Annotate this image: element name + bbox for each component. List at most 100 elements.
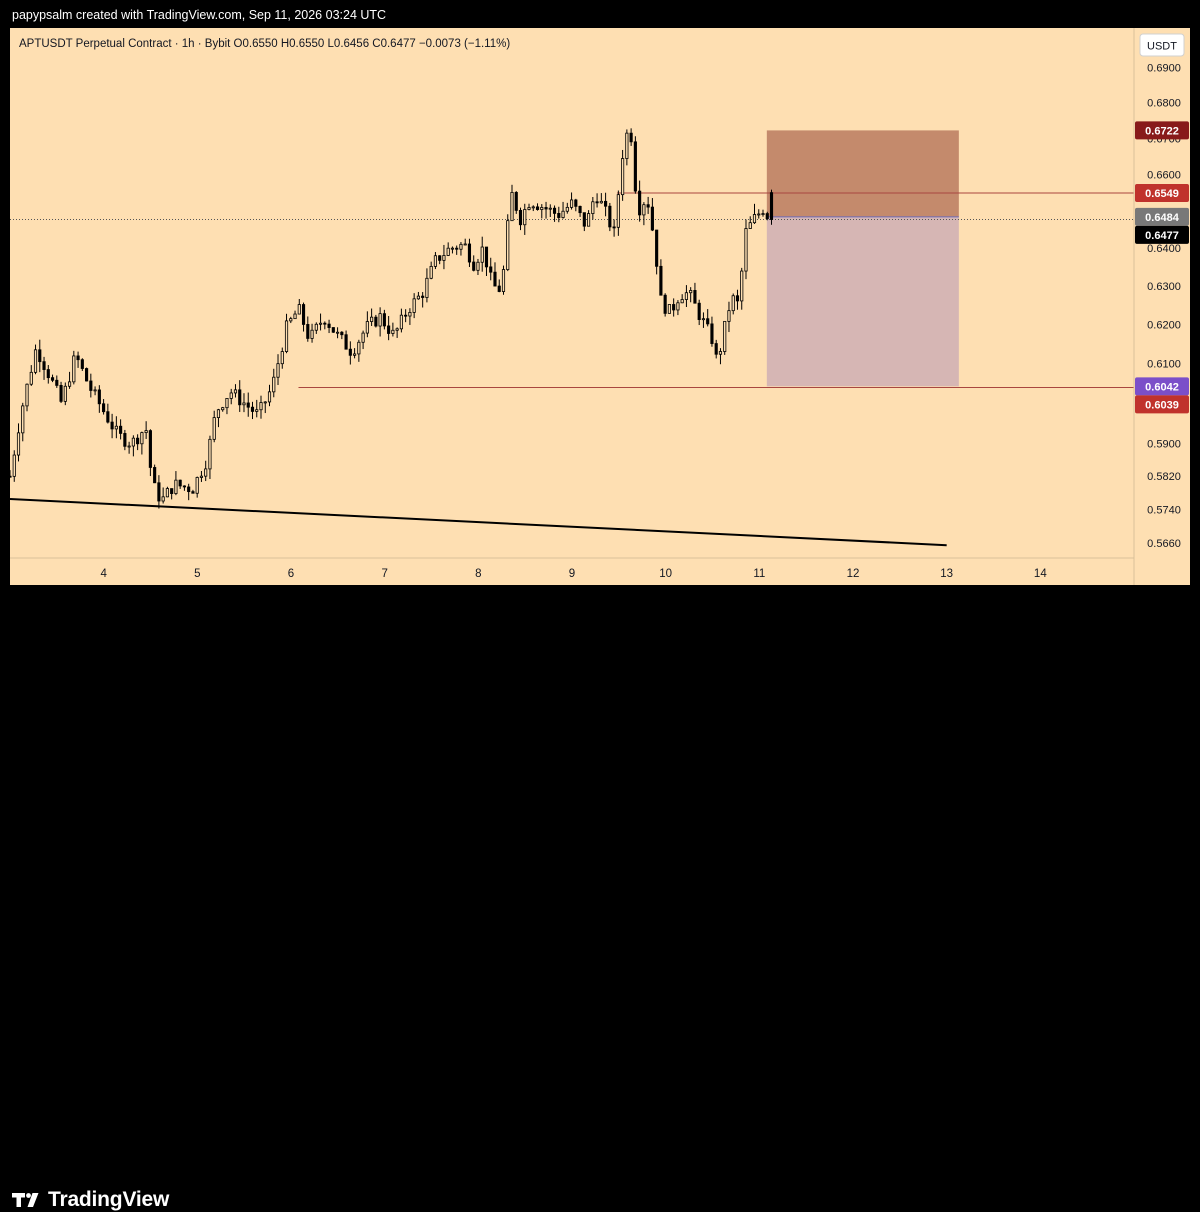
candle — [182, 485, 186, 491]
candle — [67, 371, 72, 389]
candle — [621, 149, 625, 201]
position-zones — [766, 130, 959, 387]
price-label-text: 0.6042 — [1145, 381, 1179, 393]
candle — [255, 399, 259, 418]
bullish-candle-body — [718, 351, 723, 355]
bullish-candle-body — [67, 381, 72, 387]
bearish-candle-body — [484, 246, 489, 268]
time-axis[interactable]: 4 5 6 7 8 9 10 11 12 13 14 — [100, 568, 1047, 580]
bullish-candle-body — [625, 132, 629, 159]
bearish-candle-body — [306, 324, 310, 339]
candle — [370, 308, 374, 326]
candle — [446, 242, 450, 257]
bullish-candle-body — [561, 210, 565, 218]
candle — [663, 293, 667, 317]
candle — [165, 486, 169, 498]
candle — [106, 403, 110, 424]
candle — [148, 429, 152, 477]
currency-button-box[interactable] — [1139, 33, 1185, 57]
bullish-candle-body — [195, 477, 199, 494]
bearish-candle-body — [472, 261, 476, 271]
candle — [489, 257, 493, 281]
time-tick-label: 4 — [100, 568, 107, 580]
time-tick-label: 7 — [381, 568, 387, 580]
candle — [574, 198, 578, 212]
bullish-candle-body — [33, 349, 38, 373]
bullish-candle-body — [72, 355, 76, 383]
candle — [314, 322, 318, 334]
stop-loss-zone — [766, 130, 959, 217]
price-label-text: 0.6039 — [1145, 399, 1179, 411]
bullish-candle-body — [667, 304, 671, 314]
attribution-text: papypsalm created with TradingView.com, … — [12, 8, 387, 22]
candle — [89, 373, 93, 398]
bullish-candle-body — [757, 213, 761, 216]
bullish-candle-body — [25, 383, 29, 407]
price-label-box — [1135, 377, 1189, 396]
candle — [463, 238, 467, 246]
bearish-candle-body — [672, 304, 676, 311]
bearish-candle-body — [153, 467, 157, 484]
candle — [548, 204, 552, 218]
bullish-candle-body — [289, 318, 293, 322]
candle — [612, 219, 616, 237]
candle — [552, 205, 557, 222]
candle — [735, 289, 740, 310]
price-label-box — [1135, 395, 1189, 414]
price-axis[interactable]: 0.5660 0.5740 0.5820 0.5900 0.6100 0.6200 0.63… — [1147, 63, 1181, 550]
bearish-candle-body — [110, 421, 114, 430]
bullish-candle-body — [540, 207, 544, 210]
candle — [765, 211, 769, 221]
candle — [29, 365, 33, 386]
candle — [85, 367, 89, 382]
candle — [391, 322, 395, 337]
candle — [595, 193, 599, 208]
candle — [127, 441, 131, 454]
candle — [110, 413, 114, 439]
bearish-candle-body — [238, 389, 242, 406]
chart-panel[interactable]: 0.5660 0.5740 0.5820 0.5900 0.6100 0.6200 0.63… — [10, 28, 1190, 585]
time-tick-label: 13 — [940, 568, 953, 580]
bullish-candle-body — [510, 192, 514, 222]
bullish-candle-body — [229, 392, 233, 399]
bullish-candle-body — [267, 391, 272, 403]
candle — [225, 398, 229, 415]
bullish-candle-body — [221, 407, 225, 411]
bullish-candle-body — [676, 302, 680, 311]
bearish-candle-body — [710, 323, 714, 344]
candle — [544, 201, 548, 219]
candle — [731, 293, 735, 315]
candle — [323, 321, 327, 330]
bearish-candle-body — [382, 313, 386, 327]
candle — [204, 460, 208, 482]
tradingview-logo[interactable]: TradingView — [12, 1188, 169, 1212]
candle — [710, 316, 714, 347]
candle — [540, 204, 544, 219]
currency-button[interactable]: USDT — [1139, 33, 1185, 57]
price-chart[interactable]: 0.5660 0.5740 0.5820 0.5900 0.6100 0.6200 0.63… — [10, 28, 1190, 585]
candle — [80, 358, 84, 371]
candle — [280, 347, 284, 369]
bearish-candle-body — [182, 485, 186, 488]
bullish-candle-body — [727, 310, 731, 322]
price-label-box — [1135, 207, 1189, 226]
candle — [272, 368, 276, 398]
bullish-candle-body — [501, 269, 506, 292]
candle — [187, 483, 191, 501]
candle — [740, 267, 744, 310]
candle — [676, 300, 680, 316]
bearish-candle-body — [438, 255, 442, 261]
bearish-candle-body — [633, 141, 637, 192]
candle — [131, 435, 135, 457]
bearish-candle-body — [327, 323, 331, 328]
brand-name: TradingView — [48, 1188, 170, 1211]
currency-button-label[interactable]: USDT — [1147, 41, 1177, 53]
bullish-candle-body — [314, 323, 318, 331]
bearish-candle-body — [714, 343, 718, 355]
candle — [233, 384, 238, 398]
price-tick-label: 0.6300 — [1147, 281, 1181, 293]
candle — [616, 190, 620, 236]
candle — [72, 350, 76, 385]
bearish-candle-body — [693, 290, 697, 304]
candle — [76, 351, 80, 368]
